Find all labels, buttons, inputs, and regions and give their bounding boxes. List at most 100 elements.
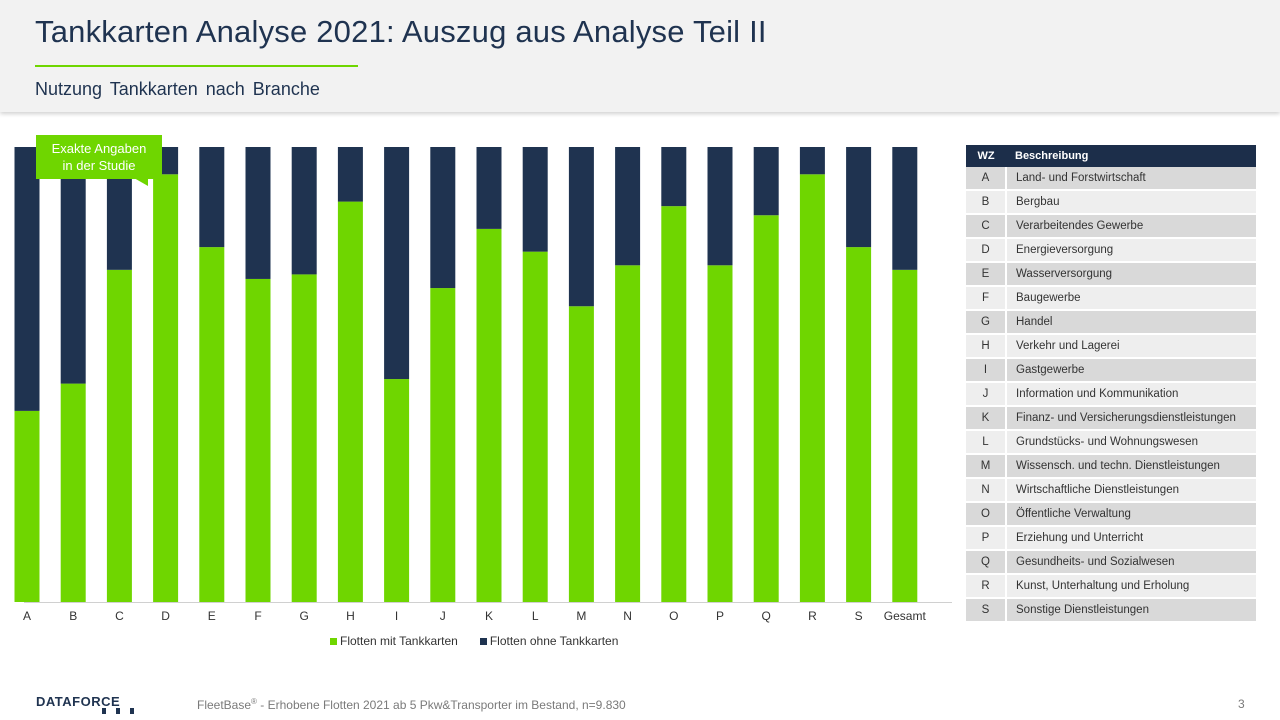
wz-code-cell: I: [966, 358, 1007, 383]
wz-code-cell: B: [966, 190, 1007, 215]
bar-r-without-tankkarten: [799, 147, 825, 175]
wz-legend-table: WZ Beschreibung A Land- und Forstwirtscha…: [966, 145, 1256, 623]
wz-code-cell: O: [966, 502, 1007, 527]
logo-bars-icon: [102, 708, 142, 714]
chart-legend: Flotten mit Tankkarten Flotten ohne Tank…: [330, 634, 640, 648]
wz-description-cell: Erziehung und Unterricht: [1006, 526, 1256, 551]
x-tick-label: G: [300, 609, 309, 623]
wz-table-row: L Grundstücks- und Wohnungswesen: [966, 430, 1256, 455]
x-tick-label: L: [532, 609, 539, 623]
wz-table-row: A Land- und Forstwirtschaft: [966, 167, 1256, 191]
wz-table-row: G Handel: [966, 310, 1256, 335]
wz-table-header-row: WZ Beschreibung: [966, 145, 1256, 167]
wz-description-cell: Verkehr und Lagerei: [1006, 334, 1256, 359]
wz-description-cell: Energieversorgung: [1006, 238, 1256, 263]
wz-code-cell: C: [966, 214, 1007, 239]
x-tick-label: H: [346, 609, 355, 623]
wz-description-cell: Kunst, Unterhaltung und Erholung: [1006, 574, 1256, 599]
bar-e-without-tankkarten: [199, 147, 225, 248]
x-tick-label: D: [161, 609, 170, 623]
bar-p-with-tankkarten: [707, 265, 733, 602]
wz-code-cell: L: [966, 430, 1007, 455]
bar-b-with-tankkarten: [60, 383, 86, 602]
bar-l-with-tankkarten: [522, 251, 548, 602]
legend-swatch-with: [330, 637, 337, 645]
x-tick-label: R: [808, 609, 817, 623]
bar-h-without-tankkarten: [337, 147, 363, 202]
wz-code-cell: H: [966, 334, 1007, 359]
title-underline: [35, 65, 358, 67]
wz-table-row: Q Gesundheits- und Sozialwesen: [966, 550, 1256, 575]
bar-j-without-tankkarten: [430, 147, 456, 289]
bar-m-with-tankkarten: [568, 306, 594, 602]
bar-c-with-tankkarten: [106, 269, 132, 602]
bar-f-with-tankkarten: [245, 278, 271, 602]
header-bar: Tankkarten Analyse 2021: Auszug aus Anal…: [0, 0, 1280, 112]
bar-n-with-tankkarten: [615, 265, 641, 602]
wz-table-row: O Öffentliche Verwaltung: [966, 502, 1256, 527]
wz-header-code: WZ: [966, 145, 1006, 167]
legend-label-without: Flotten ohne Tankkarten: [489, 634, 619, 648]
bar-gesamt-without-tankkarten: [892, 147, 918, 270]
bar-r-with-tankkarten: [799, 174, 825, 603]
wz-table-row: H Verkehr und Lagerei: [966, 334, 1256, 359]
x-tick-label: I: [395, 609, 398, 623]
bar-o-without-tankkarten: [661, 147, 687, 207]
legend-item-with: Flotten mit Tankkarten: [330, 634, 458, 648]
wz-description-cell: Wasserversorgung: [1006, 262, 1256, 287]
wz-table-row: C Verarbeitendes Gewerbe: [966, 214, 1256, 239]
wz-description-cell: Bergbau: [1006, 190, 1256, 215]
bar-k-without-tankkarten: [476, 147, 502, 229]
bar-gesamt-with-tankkarten: [892, 269, 918, 602]
x-tick-label: K: [485, 609, 493, 623]
page-title: Tankkarten Analyse 2021: Auszug aus Anal…: [35, 14, 767, 49]
wz-description-cell: Land- und Forstwirtschaft: [1006, 167, 1256, 191]
bar-b-without-tankkarten: [60, 147, 86, 384]
wz-description-cell: Finanz- und Versicherungsdienstleistunge…: [1006, 406, 1256, 431]
wz-description-cell: Wirtschaftliche Dienstleistungen: [1006, 478, 1256, 503]
legend-label-with: Flotten mit Tankkarten: [340, 634, 458, 648]
x-tick-label: Q: [762, 609, 771, 623]
x-tick-label: O: [669, 609, 678, 623]
bar-s-with-tankkarten: [846, 247, 872, 602]
bar-i-without-tankkarten: [384, 147, 410, 380]
bar-g-without-tankkarten: [291, 147, 317, 275]
bar-a-with-tankkarten: [14, 410, 40, 602]
wz-code-cell: K: [966, 406, 1007, 431]
wz-code-cell: E: [966, 262, 1007, 287]
legend-swatch-without: [479, 637, 487, 645]
wz-table-row: R Kunst, Unterhaltung und Erholung: [966, 574, 1256, 599]
page-subtitle: Nutzung Tankkarten nach Branche: [35, 79, 320, 99]
bar-g-with-tankkarten: [291, 274, 317, 602]
wz-description-cell: Handel: [1006, 310, 1256, 335]
callout-pointer: [134, 178, 148, 186]
source-note: FleetBase® - Erhobene Flotten 2021 ab 5 …: [197, 697, 626, 712]
wz-description-cell: Grundstücks- und Wohnungswesen: [1006, 430, 1256, 455]
wz-table-row: I Gastgewerbe: [966, 358, 1256, 383]
wz-table-row: J Information und Kommunikation: [966, 382, 1256, 407]
bar-p-without-tankkarten: [707, 147, 733, 266]
bar-s-without-tankkarten: [846, 147, 872, 248]
wz-table-row: N Wirtschaftliche Dienstleistungen: [966, 478, 1256, 503]
x-tick-label: N: [623, 609, 632, 623]
x-tick-label: A: [23, 609, 31, 623]
wz-table-row: E Wasserversorgung: [966, 262, 1256, 287]
wz-code-cell: D: [966, 238, 1007, 263]
wz-description-cell: Öffentliche Verwaltung: [1006, 502, 1256, 527]
bar-i-with-tankkarten: [384, 379, 410, 602]
wz-table-row: F Baugewerbe: [966, 286, 1256, 311]
bar-l-without-tankkarten: [522, 147, 548, 252]
bar-o-with-tankkarten: [661, 206, 687, 602]
wz-description-cell: Information und Kommunikation: [1006, 382, 1256, 407]
x-tick-label: M: [576, 609, 586, 623]
x-tick-label: P: [716, 609, 724, 623]
wz-code-cell: A: [966, 167, 1007, 191]
callout-box: Exakte Angaben in der Studie: [36, 135, 162, 179]
wz-description-cell: Sonstige Dienstleistungen: [1006, 598, 1256, 623]
wz-header-description: Beschreibung: [1006, 145, 1256, 167]
bar-f-without-tankkarten: [245, 147, 271, 279]
callout-line-1: Exakte Angaben: [51, 141, 147, 156]
x-tick-label: C: [115, 609, 124, 623]
wz-code-cell: R: [966, 574, 1007, 599]
dataforce-logo: DATAFORCE: [36, 694, 121, 709]
